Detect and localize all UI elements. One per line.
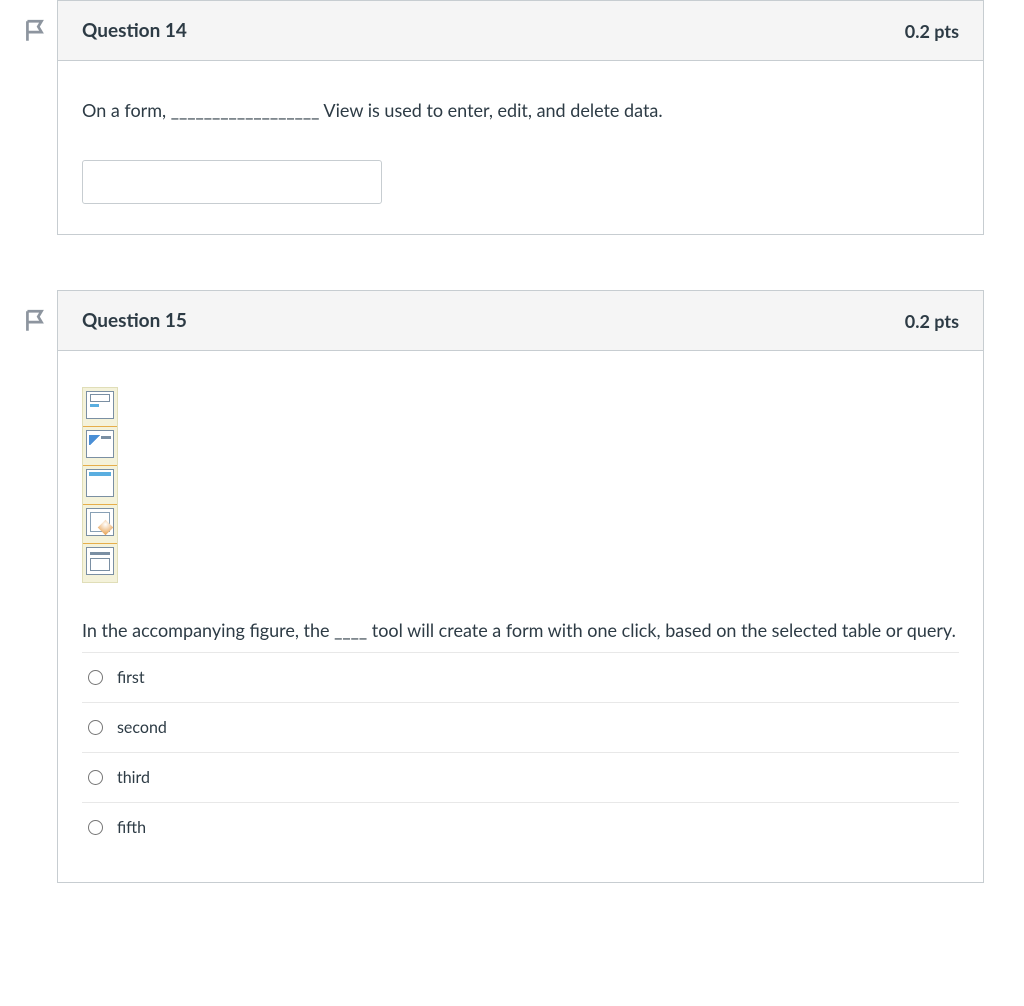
flag-icon[interactable] <box>22 18 48 44</box>
question-points: 0.2 pts <box>905 20 959 42</box>
answer-option-fifth[interactable]: fifth <box>82 802 959 852</box>
form-design-tool-icon <box>86 430 114 458</box>
question-header: Question 15 0.2 pts <box>58 291 983 351</box>
form-wizard-tool-icon <box>86 508 114 536</box>
answers-list: first second third fifth <box>82 652 959 852</box>
question-points: 0.2 pts <box>905 310 959 332</box>
question-card: Question 15 0.2 pts <box>57 290 984 883</box>
answer-label[interactable]: third <box>117 768 150 787</box>
radio-first[interactable] <box>88 670 103 685</box>
question-body: On a form, __________________ View is us… <box>58 61 983 234</box>
figure-item-4 <box>83 505 117 544</box>
radio-fifth[interactable] <box>88 820 103 835</box>
blank-form-tool-icon <box>86 469 114 497</box>
prompt-blank: __________________ <box>171 99 320 121</box>
answer-label[interactable]: first <box>117 668 145 687</box>
question-15-block: Question 15 0.2 pts <box>22 290 984 883</box>
question-flag-svg <box>22 18 48 44</box>
figure-item-1 <box>83 388 117 427</box>
navigation-tool-icon <box>86 547 114 575</box>
question-14-block: Question 14 0.2 pts On a form, _________… <box>22 0 984 235</box>
question-prompt: In the accompanying figure, the ____ too… <box>82 617 959 644</box>
question-flag-svg <box>22 308 48 334</box>
radio-third[interactable] <box>88 770 103 785</box>
question-body: In the accompanying figure, the ____ too… <box>58 351 983 882</box>
question-header: Question 14 0.2 pts <box>58 1 983 61</box>
figure-item-2 <box>83 427 117 466</box>
figure-panel <box>82 387 118 583</box>
form-tool-icon <box>86 391 114 419</box>
flag-icon[interactable] <box>22 308 48 334</box>
question-prompt: On a form, __________________ View is us… <box>82 97 959 124</box>
radio-second[interactable] <box>88 720 103 735</box>
answer-option-third[interactable]: third <box>82 752 959 802</box>
prompt-text-after: View is used to enter, edit, and delete … <box>319 99 662 121</box>
prompt-text-before: On a form, <box>82 99 171 121</box>
answer-label[interactable]: second <box>117 718 167 737</box>
answer-label[interactable]: fifth <box>117 818 146 837</box>
answer-option-first[interactable]: first <box>82 652 959 702</box>
question-title: Question 15 <box>82 309 187 332</box>
question-title: Question 14 <box>82 19 187 42</box>
answer-option-second[interactable]: second <box>82 702 959 752</box>
figure-item-5 <box>83 544 117 582</box>
question-card: Question 14 0.2 pts On a form, _________… <box>57 0 984 235</box>
fill-blank-input[interactable] <box>82 160 382 204</box>
figure-item-3 <box>83 466 117 505</box>
